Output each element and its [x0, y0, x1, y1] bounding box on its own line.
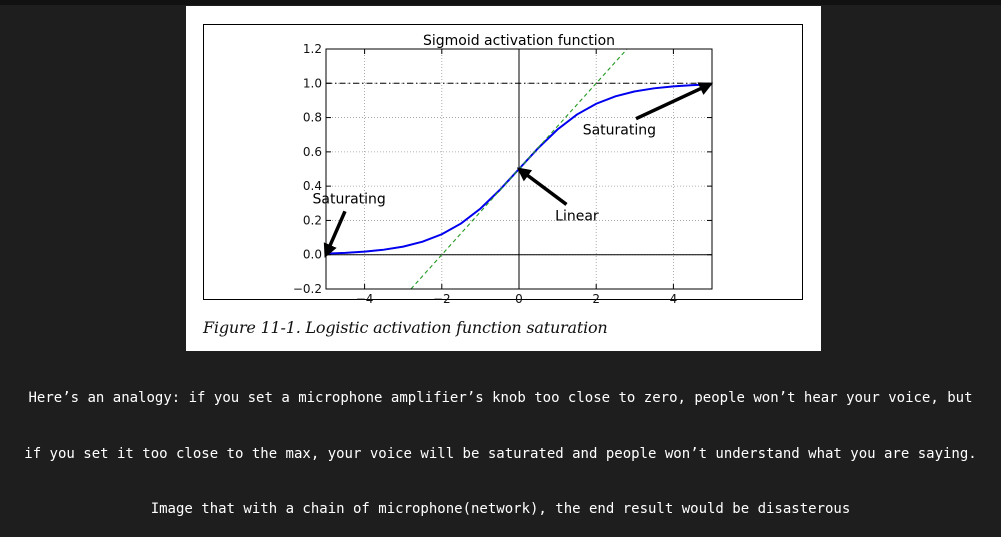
annotation-label-2: Linear — [555, 208, 599, 224]
y-tick-label-2: 0.2 — [303, 213, 322, 227]
y-tick-label-5: 0.8 — [303, 111, 322, 125]
annotation-arrow-2 — [516, 167, 568, 206]
annotation-arrow-0 — [635, 82, 714, 121]
y-tick-label-6: 1.0 — [303, 76, 322, 90]
y-tick-label-0: −0.2 — [293, 282, 322, 296]
x-tick-label-1: −2 — [433, 292, 451, 306]
plot-frame — [203, 24, 803, 300]
sigmoid-chart: −4 −2 0 2 4 −0.2 0.0 0.2 0.4 0.6 0.8 1.0 1.2 Sigmoid … — [293, 33, 714, 306]
analogy-text: Here’s an analogy: if you set a micropho… — [0, 352, 1001, 537]
analogy-line-3: Image that with a chain of microphone(ne… — [150, 501, 851, 517]
y-tick-label-4: 0.6 — [303, 145, 322, 159]
x-tick-label-4: 4 — [670, 292, 678, 306]
annotation-label-0: Saturating — [583, 123, 656, 139]
analogy-line-2: if you set it too close to the max, your… — [24, 445, 977, 462]
x-tick-label-0: −4 — [356, 292, 374, 306]
annotation-arrow-1 — [323, 210, 347, 258]
analogy-line-1: Here’s an analogy: if you set a micropho… — [28, 390, 973, 406]
y-tick-label-1: 0.0 — [303, 248, 322, 262]
y-tick-label-7: 1.2 — [303, 42, 322, 56]
x-tick-label-2: 0 — [515, 292, 523, 306]
figure-panel: −4 −2 0 2 4 −0.2 0.0 0.2 0.4 0.6 0.8 1.0 1.2 Sigmoid … — [186, 6, 821, 351]
annotation-label-1: Saturating — [313, 191, 386, 207]
chart-title: Sigmoid activation function — [423, 33, 615, 49]
x-tick-label-3: 2 — [592, 292, 600, 306]
figure-caption: Figure 11-1. Logistic activation functio… — [203, 318, 608, 337]
y-tick-label-3: 0.4 — [303, 179, 322, 193]
top-bar — [0, 0, 1001, 5]
